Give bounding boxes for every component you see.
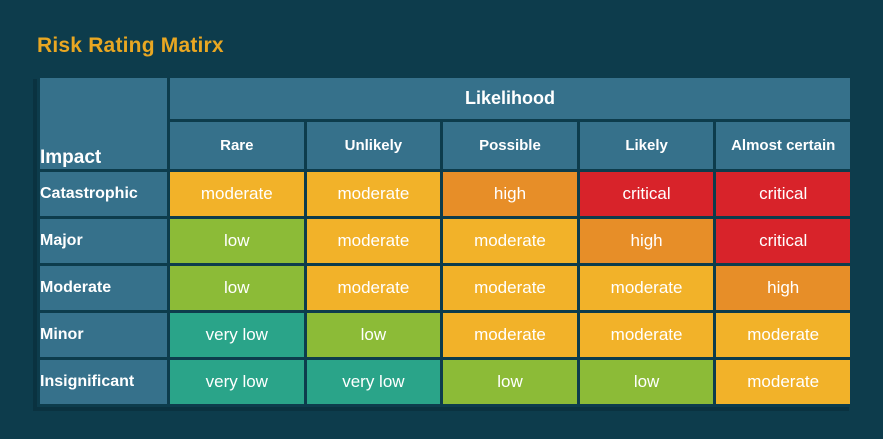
risk-cell: high bbox=[440, 169, 580, 219]
risk-cell: moderate bbox=[303, 263, 444, 313]
risk-cell: moderate bbox=[303, 216, 444, 266]
matrix-row: Moderate low moderate moderate moderate high bbox=[37, 263, 853, 313]
matrix-row: Insignificant very low very low low low moder… bbox=[37, 357, 853, 407]
likelihood-col-header: Almost certain bbox=[713, 119, 853, 172]
impact-row-label: Insignificant bbox=[37, 357, 170, 407]
matrix-row: Minor very low low moderate moderate moderate bbox=[37, 310, 853, 360]
risk-cell: very low bbox=[167, 357, 307, 407]
risk-cell: low bbox=[167, 263, 307, 313]
risk-cell: high bbox=[713, 263, 853, 313]
impact-row-label: Major bbox=[37, 216, 170, 266]
risk-cell: low bbox=[303, 310, 444, 360]
risk-cell: moderate bbox=[303, 169, 444, 219]
likelihood-col-header: Possible bbox=[440, 119, 580, 172]
risk-cell: very low bbox=[303, 357, 444, 407]
likelihood-axis-label: Likelihood bbox=[465, 88, 555, 108]
impact-row-label: Moderate bbox=[37, 263, 170, 313]
risk-cell: low bbox=[576, 357, 717, 407]
likelihood-levels-row: Rare Unlikely Possible Likely Almost certain bbox=[39, 119, 853, 172]
risk-cell: low bbox=[440, 357, 580, 407]
risk-cell: low bbox=[167, 216, 307, 266]
impact-row-label: Catastrophic bbox=[37, 169, 170, 219]
likelihood-col-header: Likely bbox=[576, 119, 717, 172]
risk-matrix-table: Impact Likelihood Rare Unlikely Possible Li… bbox=[37, 75, 853, 407]
impact-axis-label: Impact bbox=[40, 147, 102, 168]
risk-cell: moderate bbox=[167, 169, 307, 219]
risk-cell: very low bbox=[167, 310, 307, 360]
impact-row-label: Minor bbox=[37, 310, 170, 360]
risk-cell: critical bbox=[576, 169, 717, 219]
impact-axis-header: Impact bbox=[37, 75, 170, 172]
likelihood-col-header: Rare bbox=[167, 119, 307, 172]
matrix-row: Major low moderate moderate high critical bbox=[37, 216, 853, 266]
risk-cell: moderate bbox=[576, 310, 717, 360]
likelihood-axis-header: Likelihood bbox=[167, 75, 853, 122]
risk-cell: moderate bbox=[576, 263, 717, 313]
risk-cell: critical bbox=[713, 169, 853, 219]
risk-cell: moderate bbox=[713, 310, 853, 360]
risk-cell: moderate bbox=[440, 216, 580, 266]
page-title: Risk Rating Matirx bbox=[37, 34, 224, 57]
risk-cell: high bbox=[576, 216, 717, 266]
matrix-row: Catastrophic moderate moderate high critical… bbox=[37, 169, 853, 219]
likelihood-col-header: Unlikely bbox=[303, 119, 444, 172]
likelihood-header-row: Impact Likelihood bbox=[37, 75, 853, 172]
risk-cell: moderate bbox=[440, 310, 580, 360]
risk-cell: critical bbox=[713, 216, 853, 266]
risk-cell: moderate bbox=[713, 357, 853, 407]
risk-cell: moderate bbox=[440, 263, 580, 313]
